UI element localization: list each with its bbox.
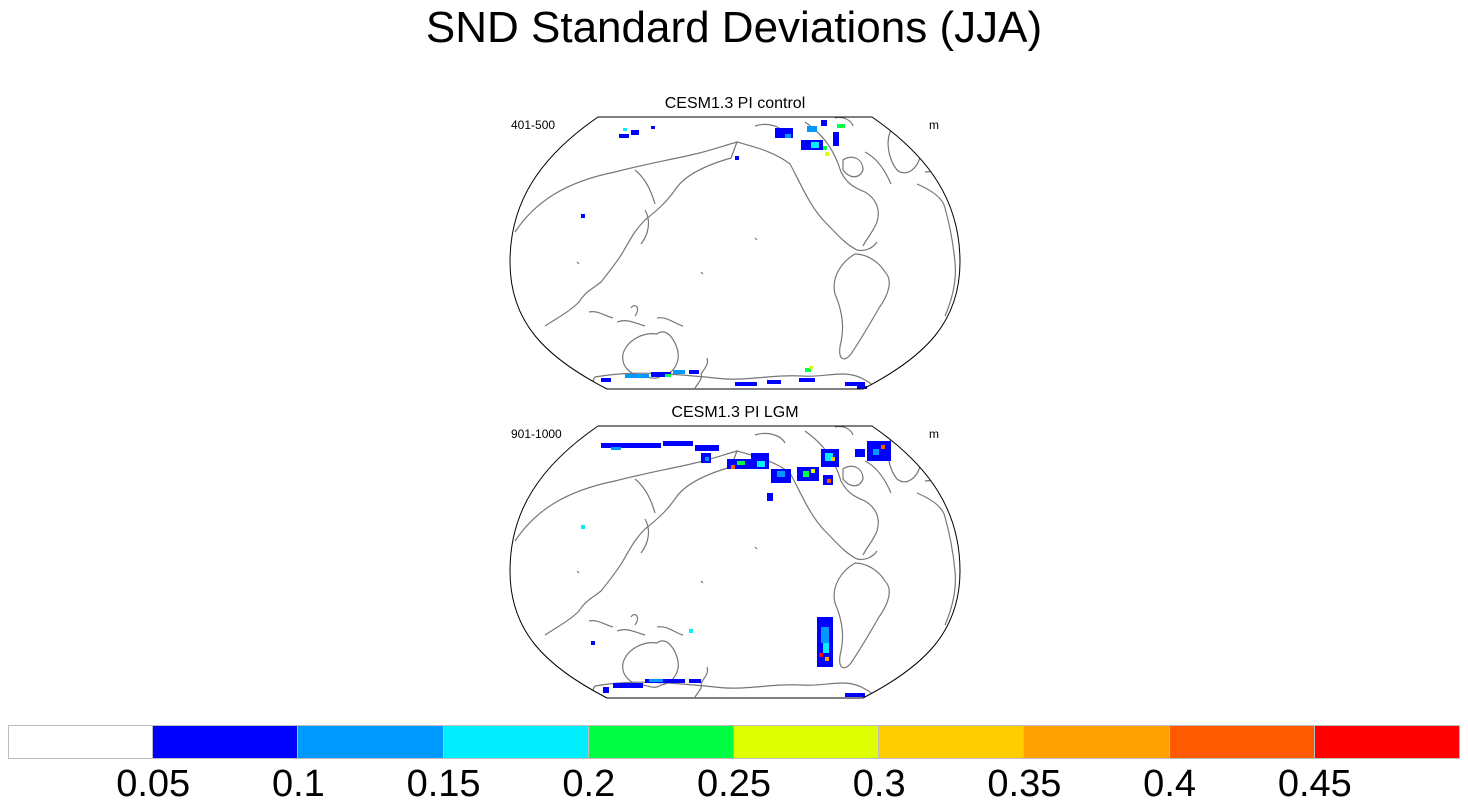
colorbar-tick-label: 0.1 [271, 763, 325, 805]
colorbar-tick-label: 0.35 [987, 763, 1062, 805]
figure-title: SND Standard Deviations (JJA) [425, 3, 1043, 52]
colorbar-box [588, 725, 734, 759]
colorbar-box [1169, 725, 1315, 759]
colorbar-tick-label: 0.05 [116, 763, 191, 805]
colorbar-box [443, 725, 589, 759]
map-panel-pi-control: CESM1.3 PI control 401-500 m [505, 92, 965, 392]
panel-units-label: m [929, 427, 939, 441]
colorbar-tick-label: 0.25 [697, 763, 771, 805]
world-map [509, 425, 961, 699]
colorbar-box [8, 725, 154, 759]
colorbar-tick-label: 0.2 [562, 763, 616, 805]
colorbar [8, 725, 1460, 759]
colorbar-tick-label: 0.3 [852, 763, 906, 805]
map-boundary [509, 425, 961, 699]
colorbar-box [734, 725, 880, 759]
panel-years-label: 401-500 [511, 118, 556, 132]
map-boundary [509, 116, 961, 390]
map-panel-lgm: CESM1.3 PI LGM 901-1000 m [505, 401, 965, 701]
panel-title: CESM1.3 PI LGM [671, 404, 799, 421]
colorbar-tick-label: 0.45 [1277, 763, 1352, 805]
panel-title: CESM1.3 PI control [664, 95, 806, 112]
colorbar-tick-label: 0.15 [406, 763, 481, 805]
colorbar-box [1314, 725, 1460, 759]
colorbar-box [1024, 725, 1170, 759]
colorbar-box [298, 725, 444, 759]
snow-depth-cells [581, 120, 867, 389]
colorbar-tick-label: 0.4 [1143, 763, 1197, 805]
colorbar-box [879, 725, 1025, 759]
world-map [509, 116, 961, 390]
panel-units-label: m [929, 118, 939, 132]
snow-depth-cells [581, 441, 891, 697]
panel-years-label: 901-1000 [511, 427, 562, 441]
colorbar-box [153, 725, 299, 759]
